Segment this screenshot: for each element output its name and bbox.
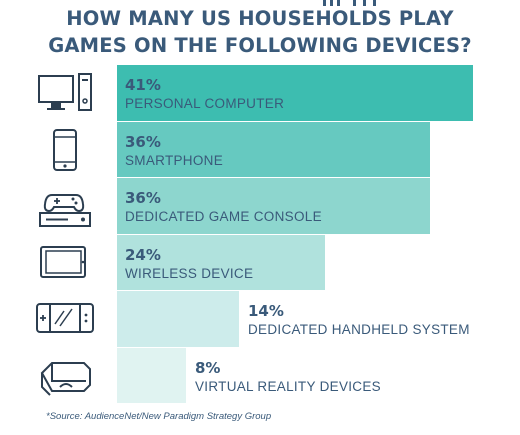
bar-dedicated-handheld-system [117,291,239,347]
category-label: WIRELESS DEVICE [125,265,254,281]
value-label: 36% [125,132,161,151]
value-label: 14% [248,302,284,320]
bar-label: 41% PERSONAL COMPUTER [125,76,284,112]
bar-personal-computer [117,65,473,121]
bar-dedicated-game-console [117,178,430,234]
desktop-computer-icon [38,73,92,111]
top-decoration [323,0,376,6]
category-label: VIRTUAL REALITY DEVICES [195,378,381,394]
category-label: DEDICATED HANDHELD SYSTEM [248,322,470,337]
category-label: SMARTPHONE [125,152,224,168]
bar-label: 36% DEDICATED GAME CONSOLE [125,189,322,225]
category-label: DEDICATED GAME CONSOLE [125,209,322,224]
bar-label: 8% VIRTUAL REALITY DEVICES [195,359,381,395]
source-note: *Source: AudienceNet/New Paradigm Strate… [46,411,272,422]
bar-wireless-device [117,234,325,290]
game-console-icon [39,194,91,227]
bar-virtual-reality-devices [117,347,186,403]
value-label: 24% [125,245,161,264]
bar-smartphone [117,121,430,177]
bar-label: 36% SMARTPHONE [125,133,223,169]
bar-label: 14% DEDICATED HANDHELD SYSTEM [248,302,470,338]
chart-title: HOW MANY US HOUSEHOLDS PLAY GAMES ON THE… [0,5,520,59]
category-label: PERSONAL COMPUTER [125,96,285,111]
tablet-icon [40,245,86,278]
handheld-console-icon [36,303,94,333]
value-label: 41% [125,76,161,94]
title-line-2: GAMES ON THE FOLLOWING DEVICES? [48,34,472,57]
title-line-1: HOW MANY US HOUSEHOLDS PLAY [66,7,454,30]
smartphone-icon [53,128,77,171]
value-label: 36% [125,189,161,207]
vr-headset-icon [40,361,91,396]
value-label: 8% [195,358,221,377]
bar-label: 24% WIRELESS DEVICE [125,246,253,282]
